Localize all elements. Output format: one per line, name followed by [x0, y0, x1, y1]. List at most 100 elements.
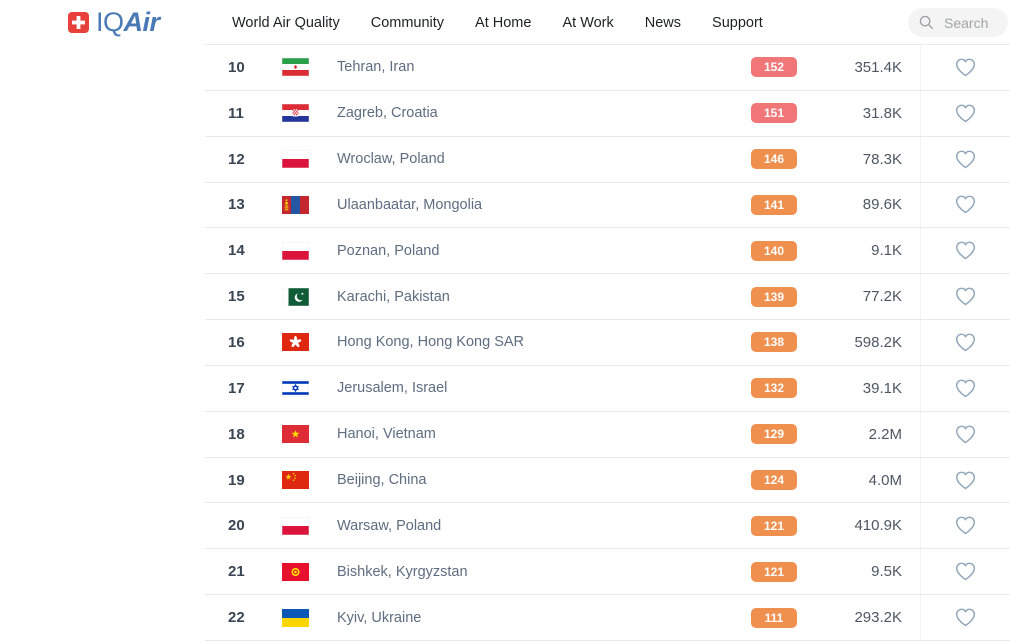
- nav-item-at-home[interactable]: At Home: [475, 14, 532, 31]
- nav-item-support[interactable]: Support: [712, 14, 763, 31]
- heart-icon: [955, 241, 976, 260]
- country-flag-icon: [265, 195, 330, 214]
- city-link[interactable]: Jerusalem, Israel: [337, 380, 448, 397]
- country-flag-icon: [265, 333, 330, 352]
- follow-button[interactable]: [920, 503, 1010, 549]
- rank-number: 17: [228, 379, 245, 397]
- nav-item-world-air-quality[interactable]: World Air Quality: [232, 14, 340, 31]
- table-row[interactable]: 11 Zagreb, Croatia 151 31.8K: [205, 90, 1010, 137]
- aqi-badge-cell: 141: [745, 194, 810, 215]
- nav-item-at-work[interactable]: At Work: [562, 14, 614, 31]
- followers-count: 598.2K: [854, 333, 902, 351]
- aqi-badge: 151: [751, 103, 797, 124]
- city-link[interactable]: Kyiv, Ukraine: [337, 609, 422, 626]
- city-link[interactable]: Beijing, China: [337, 472, 427, 489]
- follow-button[interactable]: [920, 90, 1010, 136]
- country-flag-icon: [265, 241, 330, 260]
- aqi-badge: 138: [751, 332, 797, 353]
- nav-item-news[interactable]: News: [644, 14, 682, 31]
- follow-button[interactable]: [920, 457, 1010, 503]
- city-link[interactable]: Ulaanbaatar, Mongolia: [337, 196, 483, 213]
- city-link[interactable]: Zagreb, Croatia: [337, 105, 438, 122]
- aqi-badge: 152: [751, 57, 797, 78]
- aqi-badge: 146: [751, 149, 797, 170]
- city-link[interactable]: Warsaw, Poland: [337, 517, 442, 534]
- followers-count: 39.1K: [862, 379, 902, 397]
- logo-wordmark: IQAir: [96, 7, 160, 37]
- follow-button[interactable]: [920, 411, 1010, 457]
- heart-icon: [955, 58, 976, 77]
- follow-button[interactable]: [920, 549, 1010, 595]
- rank-number: 20: [228, 517, 245, 535]
- aqi-badge-cell: 132: [745, 378, 810, 399]
- followers-count: 78.3K: [862, 150, 902, 168]
- main-nav: World Air Quality Community At Home At W…: [232, 0, 763, 45]
- follow-button[interactable]: [920, 274, 1010, 320]
- followers-count: 351.4K: [854, 58, 902, 76]
- aqi-badge-cell: 140: [745, 240, 810, 261]
- followers-count: 9.5K: [871, 563, 902, 581]
- table-row[interactable]: 20 Warsaw, Poland 121 410.9K: [205, 503, 1010, 550]
- followers-count: 89.6K: [862, 196, 902, 214]
- follow-button[interactable]: [920, 365, 1010, 411]
- aqi-badge: 121: [751, 561, 797, 582]
- rank-number: 12: [228, 150, 245, 168]
- table-row[interactable]: 10 Tehran, Iran 152 351.4K: [205, 45, 1010, 91]
- city-link[interactable]: Wroclaw, Poland: [337, 151, 445, 168]
- city-link[interactable]: Hong Kong, Hong Kong SAR: [337, 334, 525, 351]
- aqi-badge: 111: [751, 607, 797, 628]
- heart-icon: [955, 333, 976, 352]
- search-box[interactable]: [908, 8, 1008, 37]
- table-row[interactable]: 15 Karachi, Pakistan 139 77.2K: [205, 274, 1010, 321]
- city-link[interactable]: Bishkek, Kyrgyzstan: [337, 563, 468, 580]
- follow-button[interactable]: [920, 595, 1010, 640]
- city-link[interactable]: Hanoi, Vietnam: [337, 426, 436, 443]
- aqi-badge: 140: [751, 240, 797, 261]
- country-flag-icon: [265, 608, 330, 627]
- table-row[interactable]: 18 Hanoi, Vietnam 129 2.2M: [205, 411, 1010, 458]
- aqi-badge-cell: 139: [745, 286, 810, 307]
- table-row[interactable]: 12 Wroclaw, Poland 146 78.3K: [205, 136, 1010, 183]
- iqair-logo[interactable]: IQAir: [68, 9, 160, 36]
- table-row[interactable]: 14 Poznan, Poland 140 9.1K: [205, 228, 1010, 275]
- search-input[interactable]: [942, 13, 1004, 32]
- nav-item-community[interactable]: Community: [370, 14, 445, 31]
- aqi-badge: 139: [751, 286, 797, 307]
- table-row[interactable]: 21 Bishkek, Kyrgyzstan 121 9.5K: [205, 549, 1010, 596]
- city-link[interactable]: Karachi, Pakistan: [337, 288, 450, 305]
- table-row[interactable]: 13 Ulaanbaatar, Mongolia 141 89.6K: [205, 182, 1010, 229]
- city-link[interactable]: Tehran, Iran: [337, 59, 415, 76]
- aqi-badge-cell: 138: [745, 332, 810, 353]
- follow-button[interactable]: [920, 228, 1010, 274]
- followers-count: 9.1K: [871, 242, 902, 260]
- aqi-badge-cell: 124: [745, 470, 810, 491]
- aqi-badge-cell: 111: [745, 607, 810, 628]
- rank-number: 11: [228, 104, 244, 122]
- ranking-table: 10 Tehran, Iran 152 351.4K 11 Zagreb, Cr…: [205, 44, 1010, 641]
- followers-count: 31.8K: [862, 104, 902, 122]
- rank-number: 14: [228, 242, 245, 260]
- heart-icon: [955, 425, 976, 443]
- followers-count: 2.2M: [868, 425, 902, 443]
- followers-count: 410.9K: [854, 517, 902, 535]
- table-row[interactable]: 16 Hong Kong, Hong Kong SAR 138 598.2K: [205, 320, 1010, 366]
- city-link[interactable]: Poznan, Poland: [337, 242, 440, 259]
- followers-count: 4.0M: [868, 471, 902, 489]
- table-row[interactable]: 19 Beijing, China 124 4.0M: [205, 457, 1010, 504]
- rank-number: 10: [228, 58, 245, 76]
- aqi-badge: 141: [751, 194, 797, 215]
- rank-number: 21: [228, 563, 245, 581]
- heart-icon: [955, 104, 976, 122]
- swiss-cross-icon: [68, 12, 89, 33]
- aqi-badge: 124: [751, 470, 797, 491]
- country-flag-icon: [265, 516, 330, 535]
- table-row[interactable]: 17 Jerusalem, Israel 132 39.1K: [205, 365, 1010, 412]
- follow-button[interactable]: [920, 320, 1010, 365]
- follow-button[interactable]: [920, 182, 1010, 228]
- follow-button[interactable]: [920, 45, 1010, 90]
- rank-number: 19: [228, 471, 245, 489]
- heart-icon: [955, 516, 976, 535]
- table-row[interactable]: 22 Kyiv, Ukraine 111 293.2K: [205, 595, 1010, 641]
- follow-button[interactable]: [920, 136, 1010, 182]
- country-flag-icon: [265, 562, 330, 581]
